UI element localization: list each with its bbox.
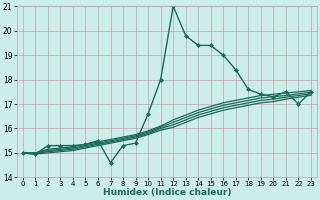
X-axis label: Humidex (Indice chaleur): Humidex (Indice chaleur) <box>103 188 231 197</box>
